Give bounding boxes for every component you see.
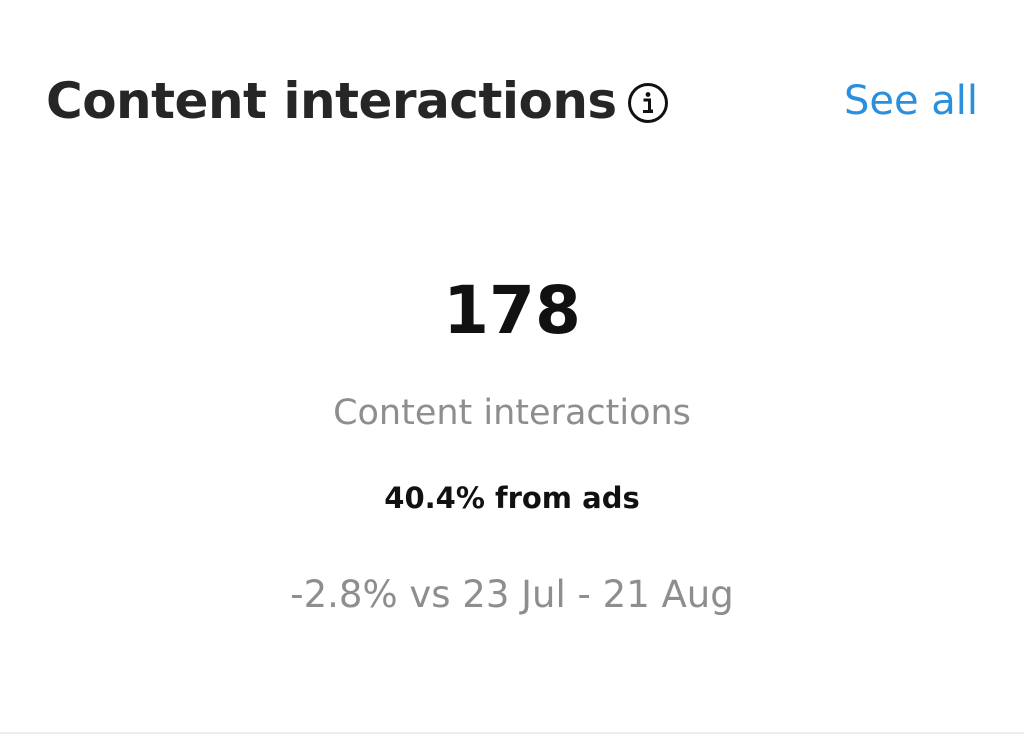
comparison: -2.8% vs 23 Jul - 21 Aug	[290, 573, 734, 616]
metric-value: 178	[443, 272, 581, 349]
ads-share: 40.4% from ads	[384, 481, 640, 515]
divider	[0, 732, 1024, 734]
info-icon[interactable]	[626, 81, 670, 125]
see-all-link[interactable]: See all	[843, 78, 978, 124]
metric-label: Content interactions	[333, 393, 691, 433]
card-title: Content interactions	[46, 72, 617, 130]
